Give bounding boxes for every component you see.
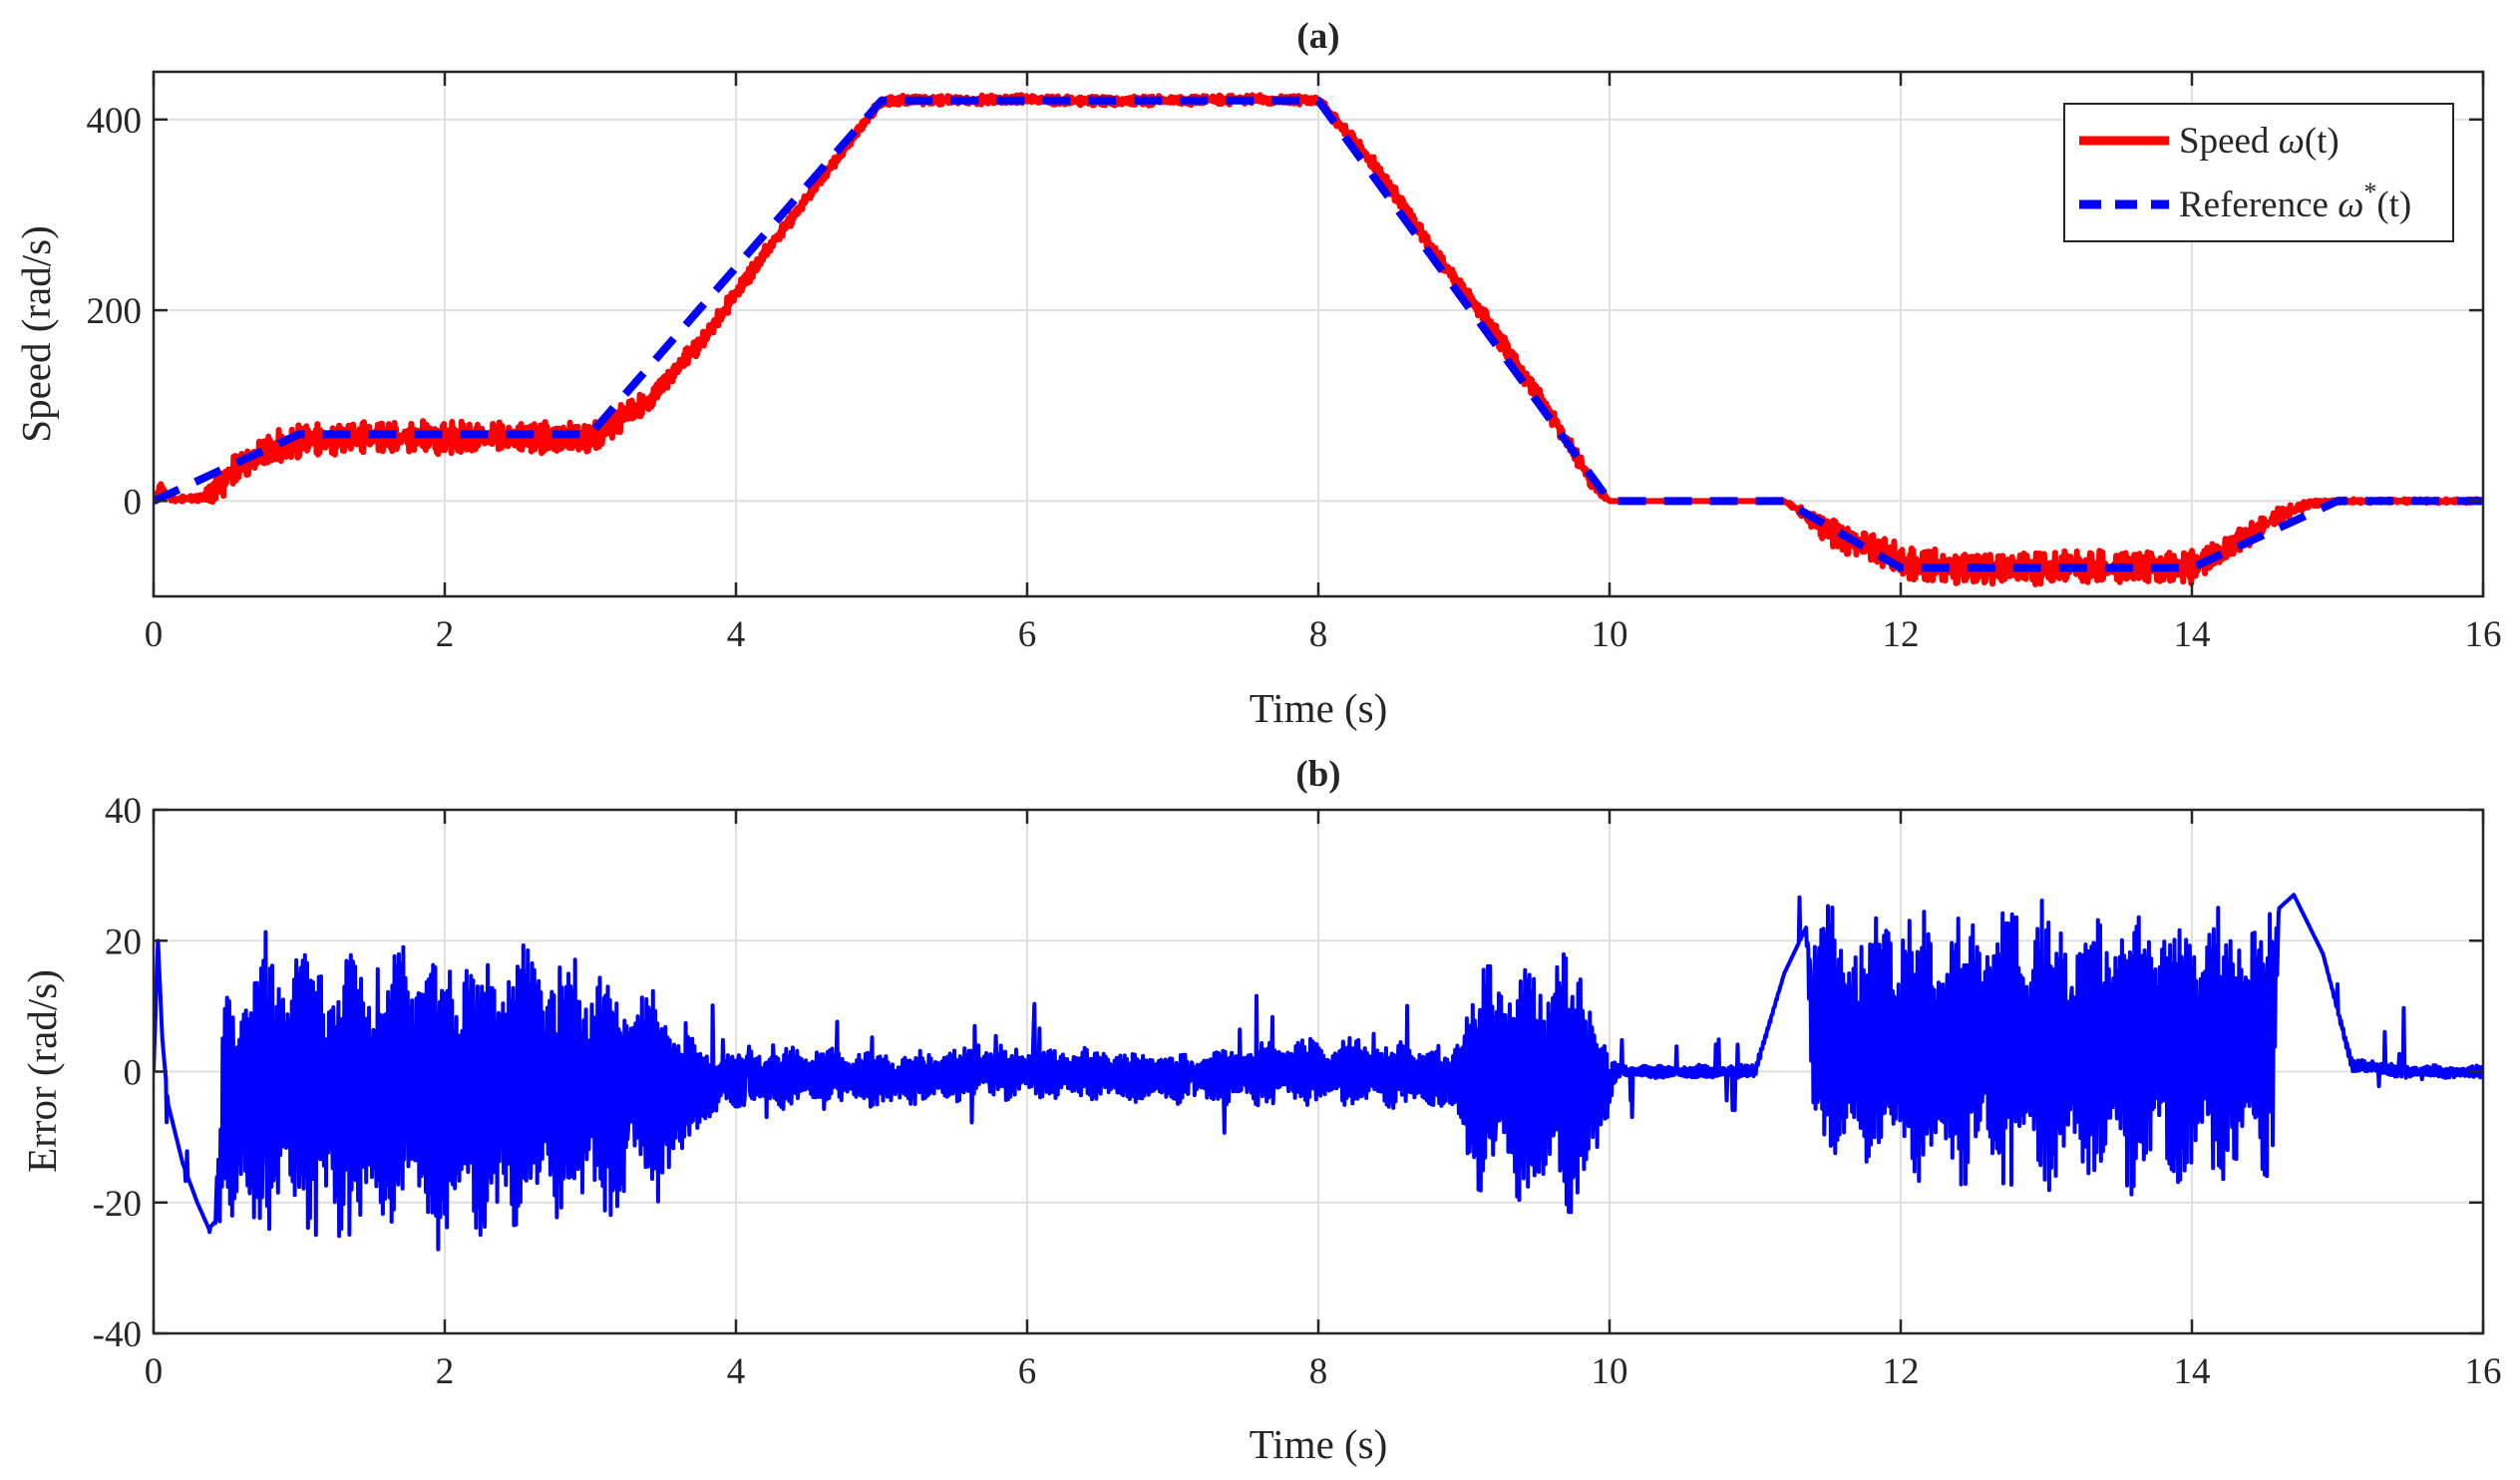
speed-y-tick-label-2: 400 [87, 101, 143, 142]
legend-speed-suffix: (t) [2305, 121, 2340, 162]
speed-y-tick-label-0: 0 [124, 482, 143, 523]
error-ticks: 0 2 4 6 8 10 12 14 16 -40 -20 0 20 40 [93, 791, 2502, 1392]
error-y-axis-label: Error (rad/s) [19, 969, 65, 1173]
error-y-tick-label-0: -40 [93, 1314, 142, 1355]
speed-x-tick-label-8: 16 [2465, 614, 2502, 655]
error-x-tick-label-6: 12 [1883, 1351, 1920, 1392]
legend-reference-sup: * [2363, 178, 2376, 206]
error-x-tick-label-7: 14 [2174, 1351, 2211, 1392]
speed-chart-title: (a) [1296, 16, 1339, 57]
speed-x-tick-label-4: 8 [1309, 614, 1328, 655]
error-chart-title: (b) [1295, 754, 1340, 795]
error-subplot: 0 2 4 6 8 10 12 14 16 -40 -20 0 20 40 (b) Time (s) Er… [19, 754, 2502, 1467]
speed-subplot: 0 2 4 6 8 10 12 14 16 0 200 400 (a) Time (s) Speed … [13, 16, 2502, 731]
speed-x-tick-label-0: 0 [145, 614, 164, 655]
error-y-tick-label-3: 20 [105, 922, 142, 962]
speed-x-tick-label-1: 2 [436, 614, 455, 655]
speed-x-tick-label-6: 12 [1883, 614, 1920, 655]
speed-x-tick-label-5: 10 [1592, 614, 1628, 655]
error-x-axis-label: Time (s) [1250, 1421, 1388, 1467]
speed-legend: Speed ω(t) Reference ω*(t) [2063, 103, 2454, 242]
error-y-tick-label-1: -20 [93, 1184, 142, 1225]
error-x-tick-label-3: 6 [1018, 1351, 1037, 1392]
legend-speed-symbol: ω [2279, 121, 2305, 162]
series-error-line [154, 893, 2483, 1252]
error-x-tick-label-4: 8 [1309, 1351, 1328, 1392]
error-x-tick-label-5: 10 [1592, 1351, 1628, 1392]
error-lines [154, 893, 2483, 1252]
legend-reference-label: Reference [2179, 185, 2338, 225]
speed-y-axis-label: Speed (rad/s) [13, 225, 59, 442]
speed-x-tick-label-2: 4 [727, 614, 746, 655]
speed-x-axis-label: Time (s) [1250, 685, 1388, 731]
speed-ticks: 0 2 4 6 8 10 12 14 16 0 200 400 [87, 72, 2502, 655]
speed-x-tick-label-3: 6 [1018, 614, 1037, 655]
legend-reference-symbol: ω [2338, 185, 2363, 225]
error-x-tick-label-2: 4 [727, 1351, 746, 1392]
legend-speed-label: Speed [2179, 121, 2279, 162]
legend-entry-speed: Speed ω(t) [2179, 121, 2340, 162]
error-x-tick-label-1: 2 [436, 1351, 455, 1392]
legend-reference-suffix: (t) [2376, 185, 2411, 225]
error-y-tick-label-4: 40 [105, 791, 142, 832]
error-x-tick-label-0: 0 [145, 1351, 164, 1392]
speed-grid [153, 72, 2484, 596]
speed-x-tick-label-7: 14 [2174, 614, 2211, 655]
series-reference-line [154, 96, 2483, 572]
legend-entry-reference: Reference ω*(t) [2179, 178, 2411, 225]
speed-y-tick-label-1: 200 [87, 291, 143, 332]
legend-box [2063, 103, 2454, 242]
error-y-tick-label-2: 0 [124, 1053, 143, 1094]
speed-lines [154, 92, 2483, 587]
error-x-tick-label-8: 16 [2465, 1351, 2502, 1392]
